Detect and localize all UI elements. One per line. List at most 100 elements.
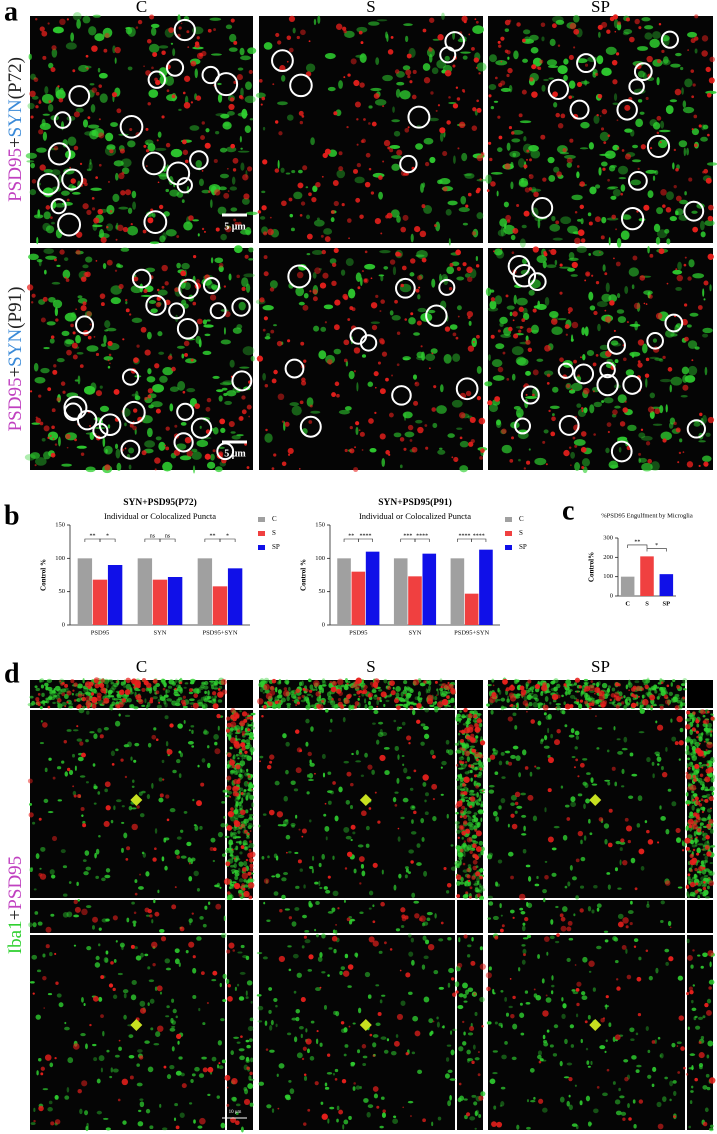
colocalization-circle: [407, 105, 431, 129]
green-signal: [179, 688, 183, 694]
green-signal: [428, 685, 431, 692]
red-signal: [64, 705, 67, 708]
green-signal: [220, 233, 227, 241]
red-signal: [381, 351, 388, 357]
green-signal: [93, 691, 98, 694]
bar: [464, 593, 479, 625]
green-signal: [567, 881, 571, 887]
micrograph: [30, 710, 225, 898]
green-signal: [513, 678, 518, 685]
red-signal: [699, 773, 704, 778]
green-signal: [72, 729, 79, 732]
red-signal: [161, 285, 165, 289]
red-signal: [91, 696, 98, 703]
green-signal: [404, 431, 415, 438]
green-signal: [229, 359, 235, 368]
green-signal: [699, 891, 704, 895]
red-signal: [37, 692, 41, 696]
green-signal: [476, 792, 479, 798]
green-signal: [669, 215, 677, 222]
green-signal: [209, 17, 222, 21]
green-signal: [518, 772, 522, 778]
green-signal: [360, 277, 363, 287]
green-signal: [176, 698, 181, 704]
green-signal: [443, 353, 452, 364]
green-signal: [512, 712, 517, 717]
green-signal: [211, 284, 217, 290]
green-signal: [351, 752, 354, 756]
red-signal: [226, 785, 232, 791]
green-signal: [355, 749, 359, 756]
green-signal: [409, 272, 415, 277]
red-signal: [241, 867, 247, 872]
red-signal: [526, 710, 528, 713]
red-signal: [527, 347, 533, 352]
green-signal: [500, 705, 505, 711]
green-signal: [625, 684, 628, 690]
green-signal: [47, 811, 54, 814]
green-signal: [486, 854, 493, 860]
green-signal: [235, 845, 239, 851]
colocalization-circle: [92, 422, 109, 439]
red-signal: [565, 333, 568, 336]
red-signal: [299, 120, 304, 125]
red-signal: [95, 352, 100, 357]
green-signal: [691, 755, 698, 761]
green-signal: [530, 47, 539, 54]
red-signal: [139, 873, 142, 876]
green-signal: [702, 288, 705, 297]
green-signal: [188, 876, 193, 882]
green-signal: [58, 174, 62, 184]
red-signal: [155, 738, 159, 742]
red-signal: [180, 699, 186, 705]
green-signal: [98, 72, 108, 79]
red-signal: [356, 143, 359, 146]
red-signal: [667, 367, 673, 372]
green-signal: [105, 132, 114, 142]
red-signal: [367, 764, 373, 770]
green-signal: [76, 738, 83, 742]
red-signal: [233, 882, 241, 890]
green-signal: [29, 867, 33, 873]
red-signal: [232, 168, 237, 172]
legend-label: C: [519, 515, 524, 523]
red-signal: [143, 288, 148, 294]
red-signal: [676, 274, 684, 282]
legend-label: S: [519, 529, 523, 537]
red-signal: [166, 89, 170, 93]
green-signal: [686, 324, 692, 328]
green-signal: [645, 377, 648, 388]
green-signal: [169, 807, 176, 813]
red-signal: [146, 38, 152, 44]
green-signal: [440, 793, 444, 796]
green-signal: [687, 31, 698, 38]
green-signal: [26, 160, 35, 163]
green-signal: [420, 183, 424, 193]
green-signal: [519, 120, 532, 124]
green-signal: [62, 269, 71, 279]
red-signal: [296, 747, 302, 753]
green-signal: [251, 802, 255, 808]
column-header: C: [136, 0, 147, 16]
green-signal: [40, 684, 45, 689]
green-signal: [495, 816, 500, 822]
green-signal: [542, 261, 547, 269]
red-signal: [125, 189, 132, 196]
green-signal: [559, 151, 570, 155]
red-signal: [695, 836, 698, 839]
green-signal: [332, 855, 335, 861]
colocalization-circle: [202, 276, 221, 295]
green-signal: [87, 124, 100, 129]
red-signal: [274, 700, 279, 705]
green-signal: [644, 32, 653, 40]
red-signal: [368, 418, 374, 424]
red-signal: [333, 324, 340, 331]
green-signal: [240, 147, 243, 150]
green-signal: [464, 881, 467, 887]
red-signal: [379, 388, 386, 395]
red-signal: [331, 262, 337, 268]
green-signal: [464, 273, 471, 278]
red-signal: [300, 29, 306, 36]
colocalization-circle: [660, 30, 679, 49]
green-signal: [659, 358, 664, 362]
